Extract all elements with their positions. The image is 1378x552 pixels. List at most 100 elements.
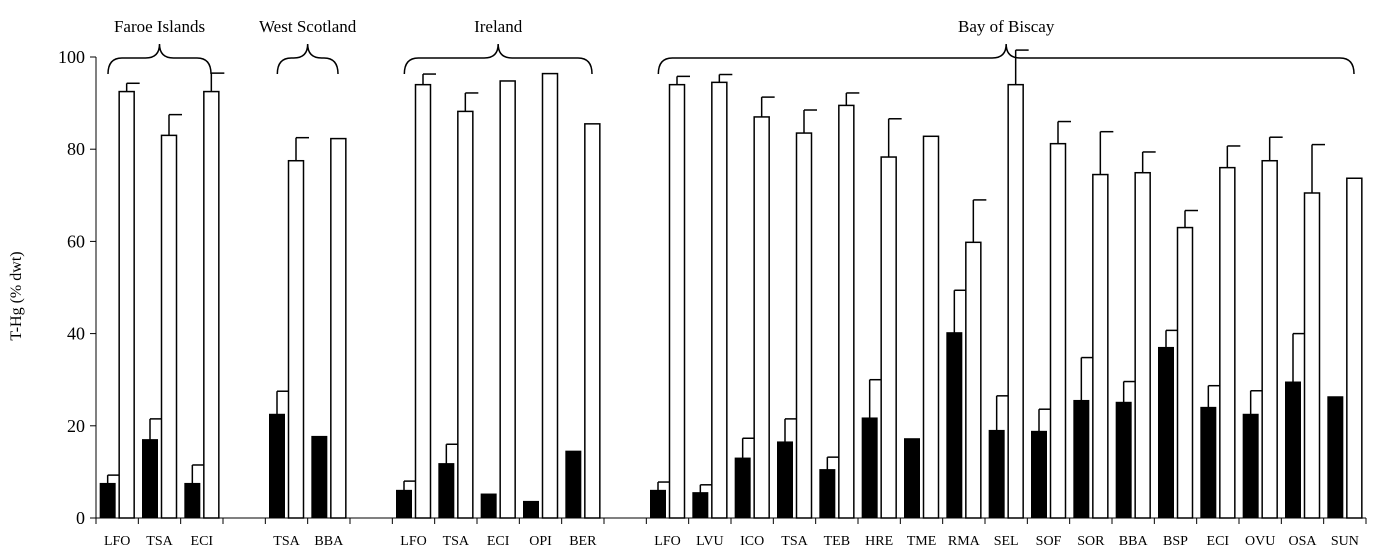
group-label: Ireland <box>474 17 523 36</box>
bar-white <box>330 137 347 519</box>
bar-black <box>1073 399 1090 519</box>
group-brace <box>107 43 212 75</box>
bar-white <box>795 132 813 519</box>
bar-white <box>838 104 855 519</box>
bar-white <box>711 81 728 519</box>
bar-white <box>965 241 982 519</box>
y-tick-label: 100 <box>58 47 85 67</box>
group-label: Bay of Biscay <box>958 17 1055 36</box>
bar-black <box>142 439 158 519</box>
bar-black <box>1200 406 1217 519</box>
bar-black <box>99 482 116 519</box>
bar-white <box>1134 171 1151 519</box>
group-braces: Faroe Islands West Scotland Ireland Bay of … <box>107 17 1355 75</box>
bar-black <box>1327 396 1344 519</box>
bar-black <box>480 493 497 519</box>
x-tick-label: LFO <box>400 534 426 549</box>
y-tick-label: 40 <box>67 324 85 344</box>
y-tick-label: 20 <box>67 416 85 436</box>
x-tick-label: ECI <box>487 534 510 549</box>
x-axis: LFO TSA ECI TSA BBA LFO TSA ECI OPI BER LFO LVU ICO T… <box>95 517 1367 549</box>
group-brace <box>276 43 339 75</box>
x-tick-label: TSA <box>273 534 300 549</box>
x-tick-label: BBA <box>1119 534 1149 549</box>
x-tick-label: LFO <box>104 534 130 549</box>
bar-black <box>1158 346 1174 519</box>
bar-white <box>1261 159 1278 519</box>
x-tick-label: HRE <box>865 534 893 549</box>
bar-white <box>1303 192 1321 519</box>
y-axis-label: T-Hg (% dwt) <box>8 251 25 340</box>
y-tick-label: 80 <box>67 139 85 159</box>
bar-white <box>1346 177 1363 519</box>
x-tick-label: LVU <box>696 534 724 549</box>
bar-black <box>692 492 709 519</box>
y-axis: 0 20 40 60 80 100 <box>58 47 97 528</box>
x-tick-label: ICO <box>740 534 764 549</box>
x-tick-label: ECI <box>1207 534 1230 549</box>
y-tick-label: 0 <box>76 508 85 528</box>
bar-white <box>1219 166 1236 519</box>
bar-white <box>880 156 897 519</box>
x-tick-label: SOF <box>1036 534 1062 549</box>
bar-black <box>269 413 285 519</box>
bar-black <box>1285 381 1301 519</box>
bar-black <box>650 489 666 519</box>
group-label: Faroe Islands <box>114 17 205 36</box>
bar-white <box>287 159 305 519</box>
bar-white <box>922 135 940 519</box>
bar-black <box>777 441 793 519</box>
bar-white <box>499 80 516 519</box>
x-tick-label: OVU <box>1245 534 1275 549</box>
group-label: West Scotland <box>259 17 357 36</box>
x-tick-label: OPI <box>529 534 552 549</box>
bars <box>99 49 1363 519</box>
x-tick-label: BER <box>569 534 597 549</box>
bar-black <box>396 489 412 519</box>
bar-white <box>584 123 601 519</box>
bar-black <box>861 417 878 519</box>
bar-white <box>457 110 474 519</box>
bar-white <box>753 116 770 519</box>
x-tick-label: TME <box>907 534 937 549</box>
x-tick-label: ECI <box>191 534 214 549</box>
bar-black <box>565 450 582 519</box>
x-tick-label: SOR <box>1077 534 1105 549</box>
bar-white <box>541 72 559 519</box>
x-tick-label: TSA <box>146 534 173 549</box>
bar-white <box>1176 226 1194 519</box>
bar-black <box>1031 430 1047 519</box>
x-tick-label: BBA <box>314 534 344 549</box>
x-tick-label: TSA <box>781 534 808 549</box>
x-tick-label: SUN <box>1331 534 1359 549</box>
x-tick-label: OSA <box>1288 534 1317 549</box>
x-tick-label: BSP <box>1163 534 1188 549</box>
bar-black <box>988 429 1005 519</box>
bar-black <box>946 332 963 519</box>
bar-black <box>904 438 920 519</box>
bar-black <box>311 435 328 519</box>
bar-white <box>414 83 432 519</box>
x-tick-label: RMA <box>948 534 981 549</box>
bar-black <box>438 463 455 519</box>
bar-black <box>734 457 751 519</box>
x-tick-label: TEB <box>824 534 850 549</box>
group-brace <box>403 43 593 75</box>
bar-white <box>1049 142 1067 519</box>
bar-white <box>1092 173 1109 519</box>
x-tick-label: TSA <box>443 534 470 549</box>
bar-black <box>523 500 539 519</box>
x-tick-label: SEL <box>994 534 1019 549</box>
bar-white <box>203 90 220 519</box>
x-tick-label: LFO <box>654 534 680 549</box>
bar-black <box>1115 401 1132 519</box>
y-tick-label: 60 <box>67 231 85 251</box>
group-brace <box>657 43 1355 75</box>
bar-black <box>819 469 836 519</box>
bar-white <box>160 134 178 519</box>
bar-white <box>1007 83 1024 519</box>
bar-black <box>184 482 201 519</box>
bar-white <box>118 90 135 519</box>
bar-white <box>668 83 686 519</box>
